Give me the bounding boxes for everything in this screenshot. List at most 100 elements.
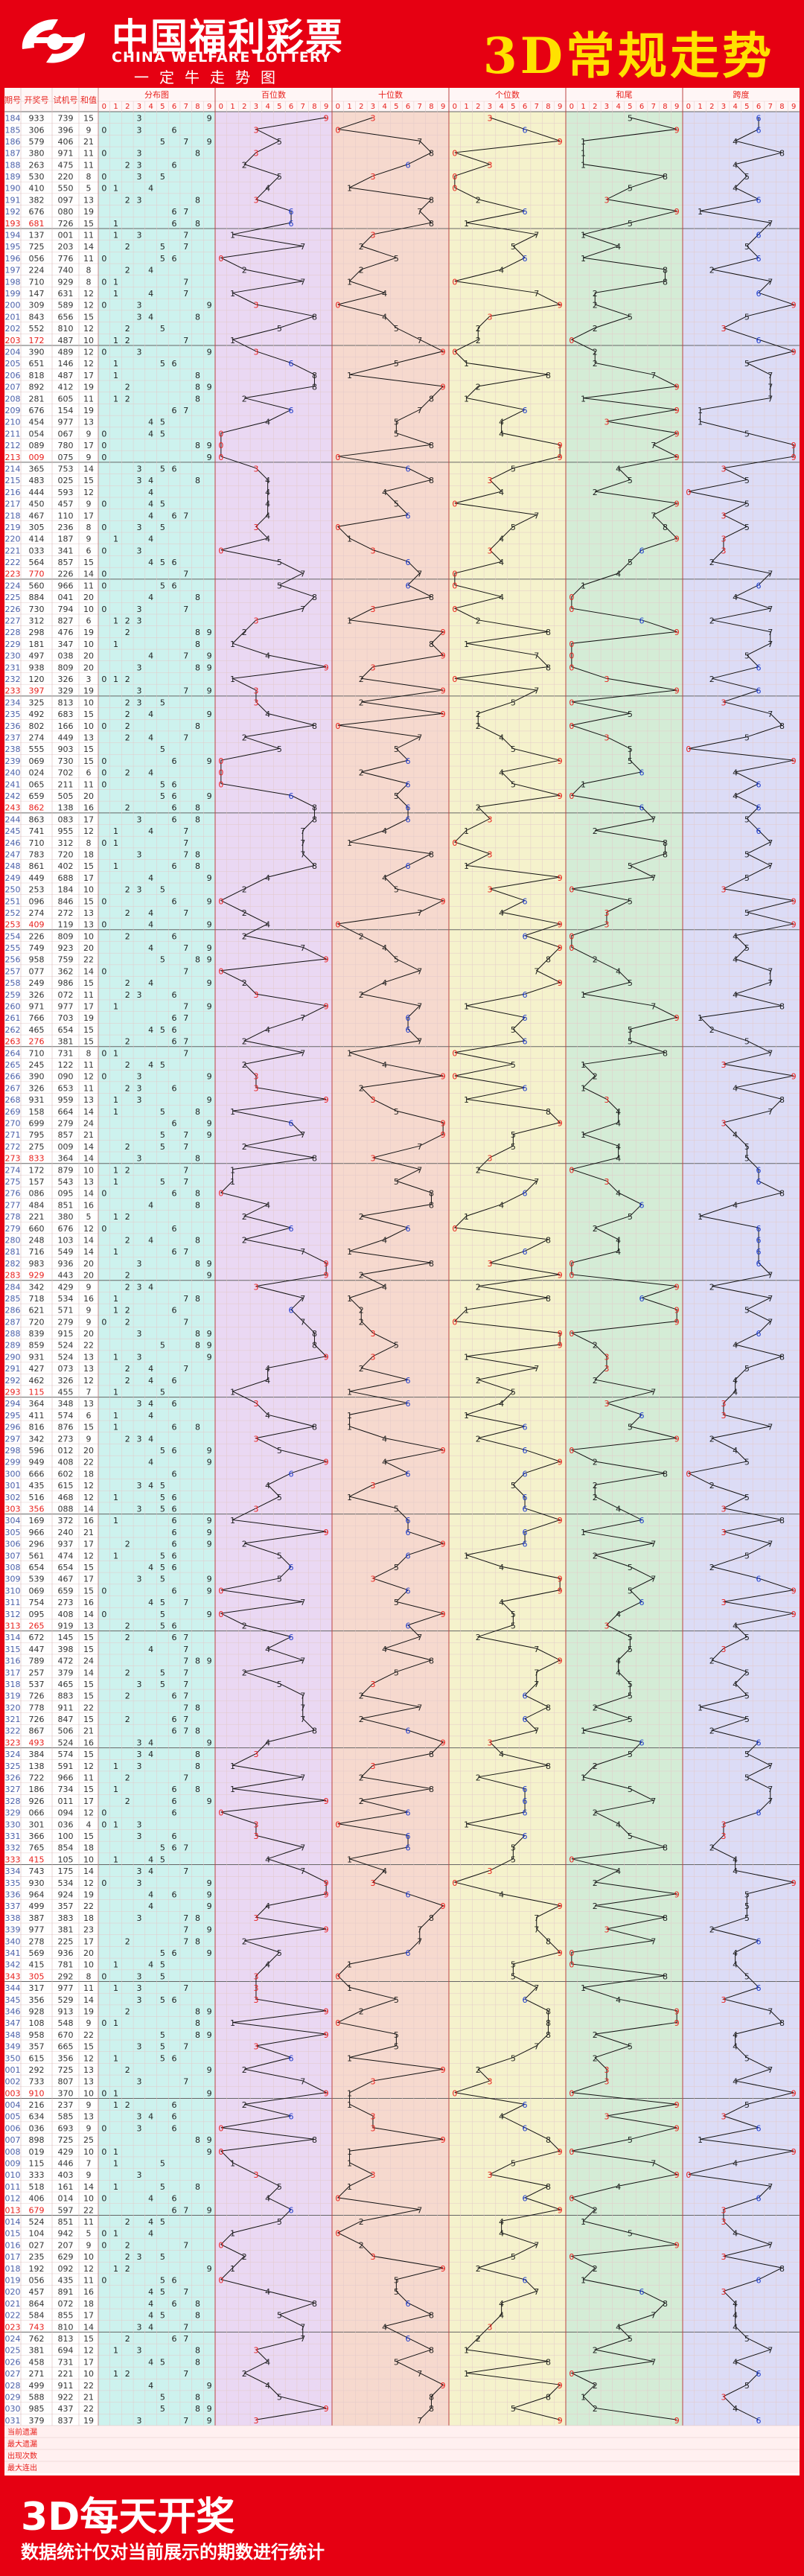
sum-value: 15 (83, 756, 94, 766)
trial-number: 146 (58, 359, 74, 369)
trend-digit: 3 (487, 114, 492, 124)
trend-digit: 8 (663, 838, 668, 848)
trend-digit: 2 (359, 242, 364, 252)
trial-number: 654 (58, 1025, 74, 1035)
distribution-digit: 6 (172, 1948, 177, 1958)
trend-digit: 6 (406, 1727, 411, 1736)
trend-digit: 4 (733, 1083, 738, 1093)
trend-digit: 5 (511, 523, 516, 532)
digit-header: 5 (277, 103, 281, 111)
draw-number: 275 (29, 1142, 45, 1152)
sum-value: 15 (83, 1692, 94, 1701)
draw-number: 710 (29, 277, 45, 287)
trend-digit: 4 (265, 2194, 270, 2204)
trend-digit: 6 (406, 558, 411, 567)
trend-digit: 8 (312, 312, 317, 322)
column-header: 开奖号 (25, 95, 49, 105)
distribution-digit: 8 (195, 1703, 200, 1712)
trend-digit: 4 (499, 2229, 504, 2239)
trend-digit: 6 (639, 2287, 645, 2297)
trend-digit: 4 (733, 2322, 738, 2332)
trend-digit: 0 (452, 347, 457, 357)
trend-digit: 4 (382, 978, 387, 988)
issue-number: 011 (5, 2182, 21, 2192)
sum-value: 14 (83, 1247, 94, 1257)
sum-value: 13 (83, 418, 94, 427)
trend-digit: 7 (300, 2334, 305, 2344)
trend-digit: 5 (394, 2357, 399, 2367)
trend-digit: 4 (616, 1107, 621, 1117)
distribution-digit: 7 (183, 2322, 188, 2332)
trend-digit: 4 (499, 429, 504, 439)
trend-digit: 8 (312, 371, 317, 380)
trend-digit: 4 (499, 558, 504, 567)
distribution-digit: 2 (125, 2006, 130, 2016)
distribution-digit: 1 (113, 1165, 118, 1175)
distribution-digit: 6 (172, 1727, 177, 1736)
issue-number: 336 (5, 1890, 21, 1899)
issue-number: 257 (5, 966, 21, 976)
trend-digit: 1 (347, 535, 352, 544)
distribution-digit: 7 (183, 1936, 188, 1946)
trend-digit: 4 (382, 1434, 387, 1444)
distribution-digit: 8 (195, 1329, 200, 1339)
digit-header: 2 (709, 103, 714, 111)
distribution-digit: 5 (160, 1142, 165, 1152)
trend-digit: 1 (230, 640, 235, 649)
digit-header: 7 (184, 103, 188, 111)
draw-number: 065 (29, 780, 45, 789)
sum-value: 10 (83, 2088, 94, 2098)
distribution-digit: 6 (172, 2334, 177, 2344)
trend-digit: 6 (523, 2100, 528, 2110)
distribution-digit: 4 (148, 1855, 153, 1864)
trend-digit: 6 (756, 231, 762, 240)
trend-digit: 3 (253, 1913, 258, 1923)
digit-header: 9 (324, 103, 328, 111)
draw-number: 263 (29, 160, 45, 170)
distribution-digit: 0 (101, 896, 106, 906)
trend-digit: 4 (733, 1621, 738, 1630)
trial-number: 161 (58, 2182, 74, 2192)
issue-number: 219 (5, 523, 21, 532)
distribution-digit: 4 (148, 1434, 153, 1444)
digit-header: 1 (230, 103, 234, 111)
distribution-digit: 0 (101, 2240, 106, 2250)
trend-digit: 4 (382, 1060, 387, 1070)
issue-number: 325 (5, 1762, 21, 1771)
trend-digit: 6 (406, 2299, 411, 2309)
trend-digit: 2 (593, 2346, 598, 2356)
trend-digit: 7 (417, 336, 422, 345)
sum-value: 11 (83, 990, 94, 1000)
trend-digit: 6 (406, 1831, 411, 1841)
digit-header: 1 (698, 103, 702, 111)
trend-digit: 6 (289, 207, 294, 217)
trend-digit: 0 (335, 125, 340, 135)
trend-digit: 4 (499, 593, 504, 602)
trend-digit: 5 (744, 1750, 750, 1759)
distribution-digit: 0 (101, 780, 106, 789)
draw-number: 172 (29, 1165, 45, 1175)
trend-digit: 8 (429, 1657, 434, 1666)
trend-digit: 5 (277, 172, 282, 182)
issue-number: 330 (5, 1820, 21, 1829)
trend-digit: 3 (604, 195, 609, 205)
distribution-digit: 2 (125, 1376, 130, 1386)
issue-number: 327 (5, 1785, 21, 1794)
draw-number: 898 (29, 2135, 45, 2145)
distribution-digit: 4 (148, 2229, 153, 2239)
distribution-digit: 0 (101, 581, 106, 590)
sum-value: 10 (83, 1165, 94, 1175)
trend-digit: 6 (289, 2053, 294, 2063)
trend-digit: 4 (382, 873, 387, 883)
issue-number: 337 (5, 1901, 21, 1911)
issue-number: 212 (5, 441, 21, 450)
issue-number: 186 (5, 137, 21, 147)
draw-number: 561 (29, 1551, 45, 1560)
trend-digit: 7 (300, 838, 305, 848)
trend-digit: 3 (253, 1820, 258, 1829)
trend-digit: 7 (417, 2369, 422, 2379)
trend-digit: 4 (616, 1995, 621, 2005)
digit-header: 7 (651, 103, 656, 111)
trend-digit: 0 (452, 838, 457, 848)
issue-number: 213 (5, 453, 21, 462)
